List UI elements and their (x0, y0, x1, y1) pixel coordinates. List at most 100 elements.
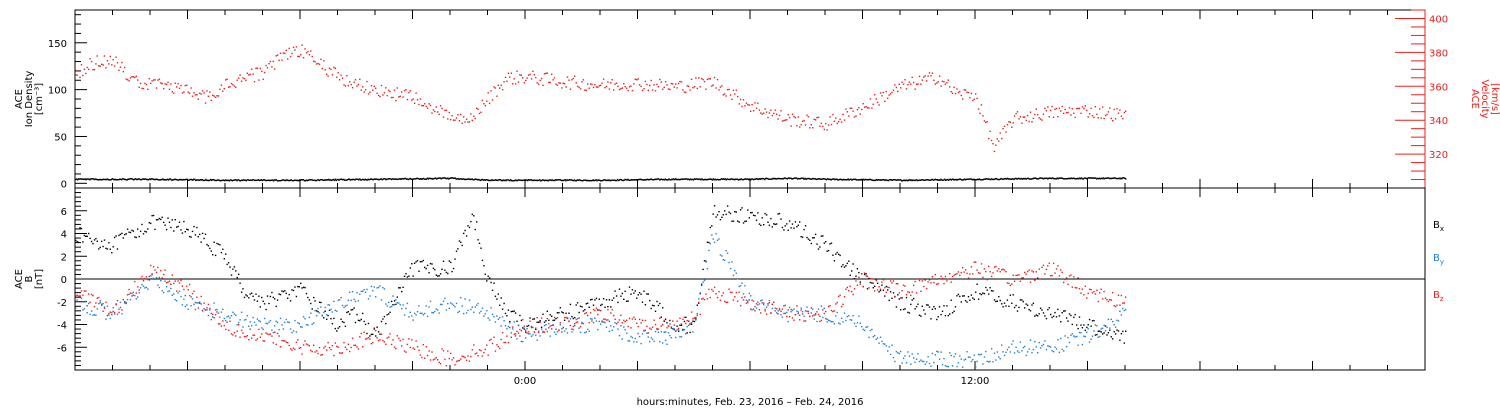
data-point (177, 292, 179, 294)
data-point (1101, 106, 1104, 108)
data-point (799, 126, 801, 128)
data-point (437, 275, 439, 277)
data-point (551, 179, 553, 181)
data-point (134, 294, 136, 297)
data-point (402, 96, 404, 98)
data-point (173, 92, 175, 94)
data-point (1100, 177, 1102, 179)
data-point (426, 354, 429, 357)
data-point (830, 242, 833, 244)
data-point (80, 64, 83, 66)
data-point (1021, 350, 1023, 352)
data-point (790, 311, 792, 313)
data-point (862, 103, 864, 105)
data-point (1109, 299, 1111, 301)
data-point (677, 327, 680, 330)
data-point (983, 356, 986, 358)
data-point (125, 302, 127, 305)
data-point (937, 81, 939, 83)
data-point (587, 302, 589, 304)
data-point (685, 91, 687, 94)
data-point (266, 67, 269, 69)
data-point (1050, 275, 1052, 277)
data-point (222, 320, 224, 322)
data-point (861, 273, 863, 275)
data-point (1074, 313, 1076, 316)
data-point (470, 220, 472, 223)
legend-x: Bx (1433, 220, 1444, 233)
data-point (480, 179, 483, 181)
data-point (139, 82, 142, 85)
data-point (1042, 312, 1045, 314)
data-point (227, 86, 230, 88)
data-point (435, 357, 437, 359)
data-point (1054, 346, 1056, 348)
data-point (330, 179, 333, 182)
data-point (855, 115, 857, 117)
data-point (458, 359, 461, 362)
data-point (767, 304, 769, 306)
data-point (830, 309, 833, 312)
data-point (1107, 177, 1109, 179)
data-point (275, 179, 277, 181)
data-point (322, 179, 324, 182)
data-point (478, 242, 481, 244)
data-point (701, 178, 703, 180)
data-point (93, 314, 96, 316)
data-point (394, 178, 397, 180)
data-point (642, 179, 644, 181)
data-point (1113, 108, 1115, 111)
data-point (1037, 352, 1039, 354)
data-point (94, 178, 97, 180)
data-point (1103, 324, 1105, 327)
data-point (718, 291, 720, 293)
data-point (111, 313, 113, 316)
data-point (869, 98, 872, 100)
data-point (559, 324, 561, 326)
data-point (183, 298, 185, 300)
data-point (690, 323, 693, 325)
data-point (509, 320, 511, 323)
data-point (161, 82, 163, 85)
data-point (675, 178, 677, 180)
data-point (1032, 302, 1035, 304)
data-point (486, 179, 488, 181)
data-point (747, 209, 749, 211)
data-point (931, 276, 934, 278)
data-point (124, 66, 126, 69)
data-point (310, 179, 312, 181)
data-point (913, 179, 915, 181)
data-point (1060, 337, 1062, 340)
data-point (842, 303, 844, 305)
data-point (301, 353, 303, 355)
data-point (957, 178, 959, 181)
data-point (216, 95, 218, 97)
data-point (318, 179, 321, 182)
data-point (220, 251, 223, 254)
data-point (213, 95, 215, 97)
data-point (570, 179, 573, 181)
data-point (354, 300, 357, 303)
data-point (487, 317, 489, 319)
data-point (490, 90, 492, 92)
data-point (895, 179, 897, 181)
data-point (99, 178, 101, 181)
data-point (356, 346, 358, 348)
data-point (604, 321, 606, 324)
data-point (620, 325, 622, 327)
data-point (310, 349, 312, 352)
data-point (738, 221, 740, 223)
data-point (725, 301, 727, 303)
data-point (519, 328, 521, 331)
data-point (998, 268, 1000, 270)
data-point (474, 228, 476, 231)
data-point (454, 177, 457, 179)
data-point (884, 295, 886, 297)
data-point (907, 83, 909, 86)
data-point (812, 237, 814, 239)
data-point (850, 178, 852, 180)
data-point (524, 179, 526, 181)
data-point (755, 178, 757, 180)
data-point (134, 178, 136, 180)
data-point (262, 300, 264, 302)
